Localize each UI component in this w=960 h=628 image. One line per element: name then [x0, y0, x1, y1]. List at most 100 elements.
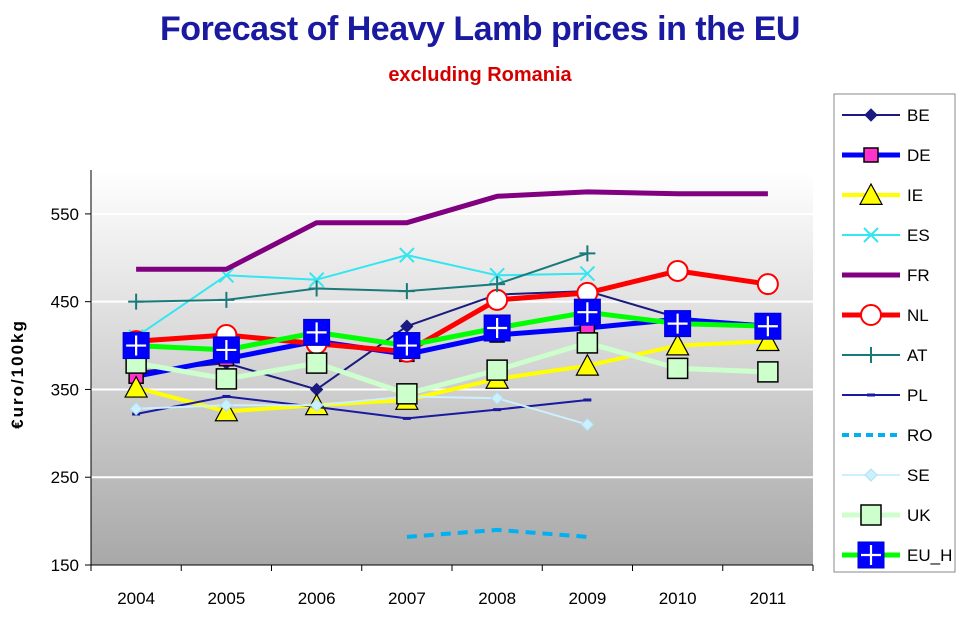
- marker-at: [579, 245, 596, 262]
- legend-label: RO: [907, 426, 933, 445]
- marker-eu_h-cross: [757, 316, 778, 337]
- legend-entry-se: SE: [842, 466, 930, 485]
- marker-ie: [858, 182, 884, 205]
- marker-uk: [757, 361, 779, 383]
- x-tick-label: 2004: [117, 589, 155, 608]
- marker-eu_h-cross: [861, 545, 881, 565]
- series-layer: [122, 189, 782, 539]
- marker-uk: [860, 504, 882, 526]
- legend-entry-fr: FR: [842, 266, 930, 285]
- legend-label: ES: [907, 226, 930, 245]
- series-nl: [125, 259, 779, 363]
- marker-uk: [396, 383, 418, 405]
- marker-eu_h-cross: [216, 339, 237, 360]
- legend-entry-at: AT: [842, 346, 927, 365]
- marker-es: [399, 247, 415, 263]
- y-axis: 150 250 350 450 550: [51, 170, 92, 575]
- x-tick-label: 2009: [568, 589, 606, 608]
- legend-entries: BE DE IE ES FR NL AT PL RO SE UK EU_H: [842, 106, 952, 569]
- marker-es: [579, 265, 596, 282]
- marker-pl: [867, 393, 875, 397]
- y-tick-label: 550: [51, 205, 79, 224]
- y-tick-label: 450: [51, 293, 79, 312]
- marker-at: [398, 283, 415, 300]
- series-fr: [136, 189, 768, 272]
- marker-pl: [583, 398, 592, 402]
- chart-title: Forecast of Heavy Lamb prices in the EU: [160, 10, 800, 48]
- legend-entry-es: ES: [842, 226, 930, 245]
- x-tick-label: 2007: [388, 589, 426, 608]
- legend-label: AT: [907, 346, 927, 365]
- y-tick-label: 150: [51, 556, 79, 575]
- marker-be: [864, 108, 878, 122]
- marker-ie: [124, 375, 149, 398]
- legend-label: FR: [907, 266, 930, 285]
- marker-se: [129, 402, 143, 416]
- marker-es: [863, 227, 879, 243]
- marker-eu_h-cross: [396, 335, 417, 356]
- marker-uk: [305, 352, 328, 374]
- legend-entry-uk: UK: [842, 504, 931, 526]
- marker-eu_h-cross: [577, 302, 598, 323]
- series-se: [129, 389, 595, 432]
- series-ro: [406, 527, 588, 539]
- legend-label: PL: [907, 386, 928, 405]
- legend-entry-eu_h: EU_H: [842, 541, 952, 569]
- series-line-nl: [135, 268, 769, 355]
- x-axis: 2004 2005 2006 2007 2008 2009 2010 2011: [90, 564, 814, 608]
- legend-label: DE: [907, 146, 931, 165]
- marker-ie: [665, 333, 690, 356]
- series-line-ie: [135, 339, 768, 414]
- marker-se: [309, 398, 324, 412]
- marker-at: [308, 280, 325, 297]
- x-tick-label: 2008: [478, 589, 516, 608]
- marker-at: [863, 347, 879, 363]
- legend-entry-pl: PL: [842, 386, 928, 405]
- x-tick-label: 2005: [207, 589, 245, 608]
- legend-entry-nl: NL: [842, 304, 929, 326]
- marker-es: [308, 272, 325, 288]
- series-at: [128, 245, 596, 310]
- marker-ie: [755, 328, 780, 352]
- legend-entry-ro: RO: [842, 426, 933, 445]
- marker-pl: [493, 408, 502, 412]
- legend-label: UK: [907, 506, 931, 525]
- marker-nl: [756, 273, 779, 296]
- series-line-eu_h: [135, 309, 768, 353]
- marker-eu_h-cross: [126, 335, 147, 356]
- marker-nl: [860, 304, 882, 326]
- chart-subtitle: excluding Romania: [388, 64, 572, 86]
- legend-label: EU_H: [907, 546, 952, 565]
- series-line-fr: [136, 189, 768, 272]
- marker-de: [863, 147, 879, 163]
- marker-at: [218, 291, 235, 308]
- marker-ie: [575, 353, 600, 376]
- x-tick-label: 2010: [659, 589, 697, 608]
- marker-se: [490, 391, 504, 405]
- series-line-be: [136, 290, 768, 391]
- marker-uk: [666, 357, 689, 380]
- marker-se: [580, 417, 595, 432]
- y-tick-label: 250: [51, 468, 79, 487]
- marker-eu_h-cross: [306, 322, 327, 343]
- x-tick-label: 2006: [298, 589, 336, 608]
- series-line-pl: [135, 395, 588, 420]
- series-line-es: [135, 254, 588, 338]
- marker-se: [219, 398, 234, 412]
- marker-se: [864, 468, 878, 482]
- marker-eu_h-cross: [667, 313, 688, 334]
- marker-pl: [402, 416, 411, 420]
- marker-uk: [486, 359, 508, 381]
- legend-label: NL: [907, 306, 929, 325]
- marker-uk: [215, 368, 238, 390]
- legend-label: IE: [907, 186, 923, 205]
- series-line-uk: [135, 340, 768, 397]
- marker-pl: [222, 394, 231, 398]
- series-line-at: [136, 252, 588, 303]
- marker-nl: [666, 259, 689, 282]
- marker-eu_h-cross: [487, 318, 508, 338]
- legend-label: SE: [907, 466, 930, 485]
- legend: [833, 93, 956, 573]
- legend-entry-de: DE: [842, 146, 931, 165]
- marker-uk: [576, 332, 599, 354]
